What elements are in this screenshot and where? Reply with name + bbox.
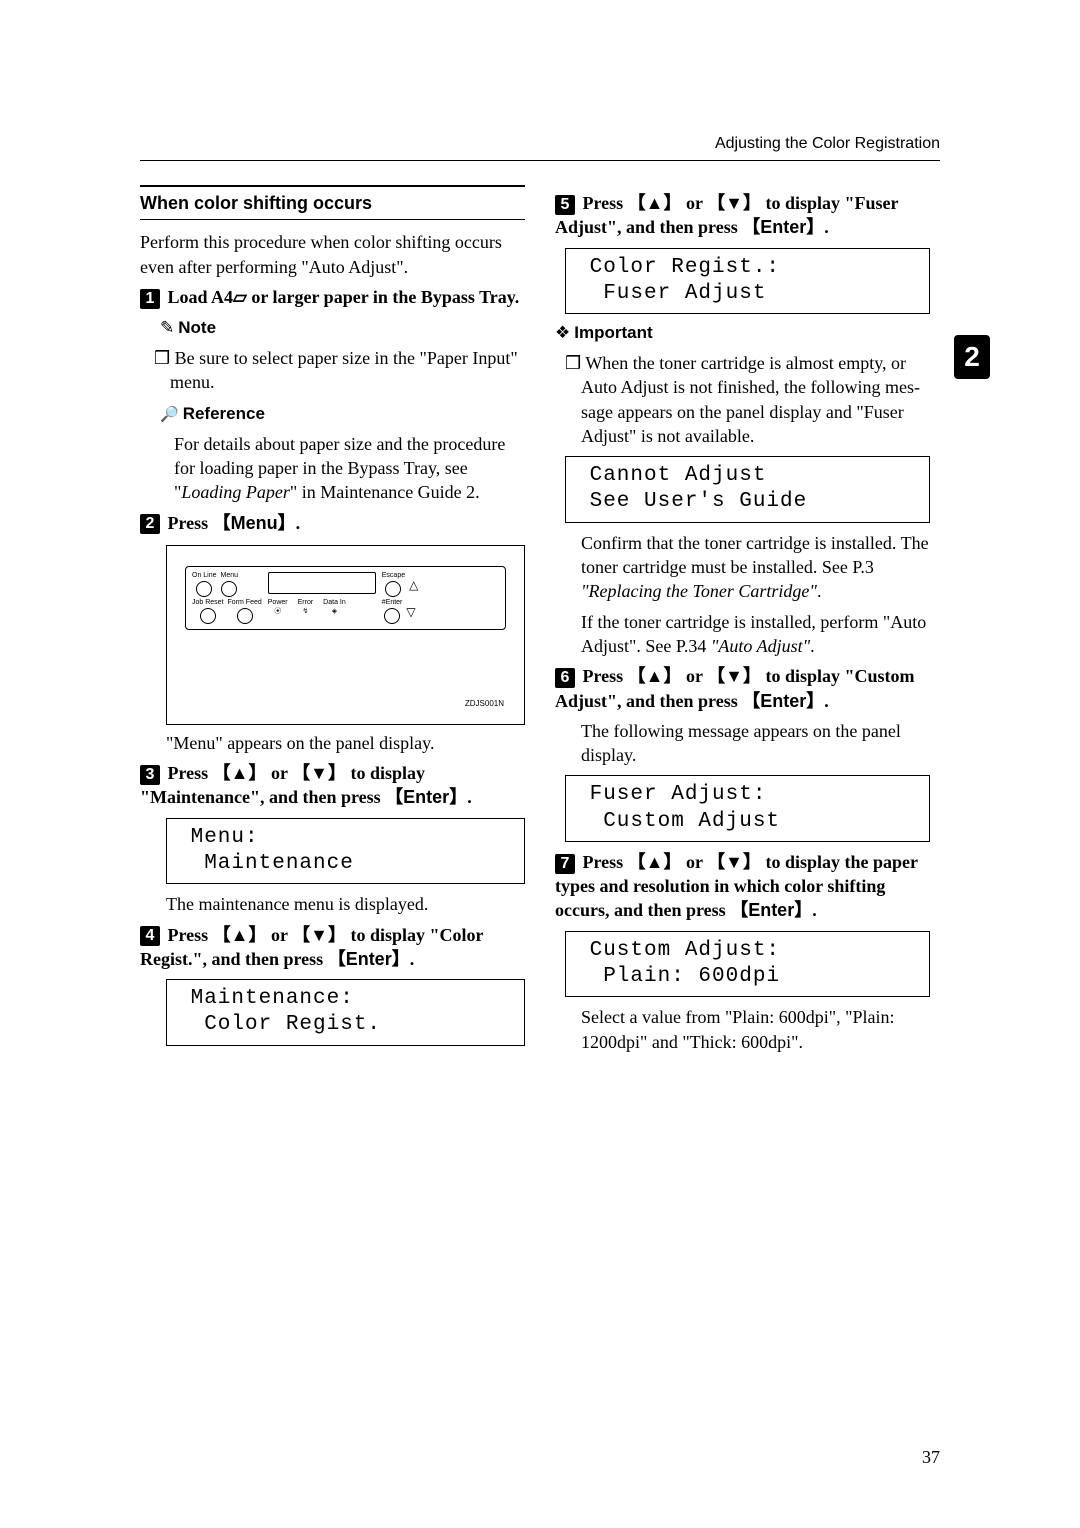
note-heading: Note [160, 317, 525, 340]
step-number-4: 4 [140, 926, 160, 946]
step3-text: Press 【▲】 or 【▼】 to display "Maintenance… [140, 763, 425, 807]
menu-button [221, 581, 237, 597]
right-column: 5 Press 【▲】 or 【▼】 to display "Fus­er Ad… [555, 185, 940, 1060]
panel-escape-label: Escape [382, 572, 405, 579]
step-number-7: 7 [555, 854, 575, 874]
step1-text-b: or larger paper in the Bypass Tray. [247, 287, 519, 307]
page-number: 37 [922, 1447, 940, 1468]
panel-enter-label: #Enter [382, 599, 403, 606]
step-number-2: 2 [140, 514, 160, 534]
step2-text: Press [168, 513, 213, 533]
confirm-a: Confirm that the toner cartridge is inst… [581, 533, 929, 577]
step4-text: Press 【▲】 or 【▼】 to display "Col­or Regi… [140, 925, 483, 969]
step1-text-a: Load A4 [168, 287, 234, 307]
panel-menu-label: Menu [221, 572, 239, 579]
printer-panel-figure: On Line Menu Job Reset Form Feed Power⦿ … [166, 545, 525, 725]
enter-key-7: Enter [748, 900, 794, 920]
panel-lcd-screen [268, 572, 376, 594]
subheading: When color shifting occurs [140, 185, 525, 220]
panel-formfeed-label: Form Feed [228, 599, 262, 606]
paper-orientation-icon: ▱ [233, 287, 247, 307]
step-number-3: 3 [140, 765, 160, 785]
step-3: 3 Press 【▲】 or 【▼】 to display "Maintenan… [140, 761, 525, 810]
ref-text-b: " in Maintenance Guide 2. [290, 482, 480, 502]
ref-text-italic: Loading Paper [181, 482, 290, 502]
left-column: When color shifting occurs Perform this … [140, 185, 525, 1060]
header-rule [140, 160, 940, 161]
online-button [196, 581, 212, 597]
after-step7-text: Select a value from "Plain: 600dpi", "Pl… [581, 1005, 940, 1054]
formfeed-button [237, 608, 253, 624]
after-panel-text: "Menu" appears on the panel dis­play. [166, 731, 525, 755]
enter-key-5: Enter [760, 217, 806, 237]
panel-error-label: Error [298, 598, 314, 607]
step4-suffix: . [410, 949, 415, 969]
up-arrow-icon: △ [409, 579, 418, 591]
confirm-b: . [817, 581, 822, 601]
reference-heading: Reference [160, 403, 525, 426]
after-step6-text: The following message appears on the pan… [581, 719, 940, 768]
note-bullet: Be sure to select paper size in the "Pap… [170, 346, 525, 395]
important-heading: Important [555, 322, 940, 345]
running-head: Adjusting the Color Registration [715, 135, 940, 153]
step-4: 4 Press 【▲】 or 【▼】 to display "Col­or Re… [140, 923, 525, 972]
after-step3-text: The maintenance menu is dis­played. [166, 892, 525, 916]
enter-button [384, 608, 400, 624]
lcd-display-fuser-adjust: Fuser Adjust: Custom Adjust [565, 775, 930, 842]
chapter-tab: 2 [954, 335, 990, 379]
lcd-display-custom-adjust: Custom Adjust: Plain: 600dpi [565, 931, 930, 998]
lcd-display-maintenance: Maintenance: Color Regist. [166, 979, 525, 1046]
confirm-text: Confirm that the toner cartridge is inst… [581, 531, 940, 604]
toner-italic: "Auto Adjust" [711, 636, 810, 656]
toner-text: If the toner cartridge is installed, per… [581, 610, 940, 659]
enter-key-6: En­ter [760, 691, 806, 711]
intro-paragraph: Perform this procedure when color shifti… [140, 230, 525, 279]
step6-suffix: . [824, 691, 829, 711]
step6-text: Press 【▲】 or 【▼】 to display "Cus­tom Adj… [555, 666, 914, 710]
step-2: 2 Press 【Menu】. [140, 511, 525, 535]
step7-suffix: . [812, 900, 817, 920]
panel-online-label: On Line [192, 572, 217, 579]
panel-power-label: Power [268, 598, 288, 607]
step-5: 5 Press 【▲】 or 【▼】 to display "Fus­er Ad… [555, 191, 940, 240]
step2-suffix: . [296, 513, 301, 533]
jobreset-button [200, 608, 216, 624]
panel-datain-label: Data In [323, 598, 346, 607]
escape-button [385, 581, 401, 597]
important-bullet: When the toner cartridge is al­most empt… [581, 351, 940, 448]
enter-key-4: Enter [346, 949, 392, 969]
lcd-display-menu: Menu: Maintenance [166, 818, 525, 885]
step5-suffix: . [824, 217, 829, 237]
panel-jobreset-label: Job Reset [192, 599, 224, 606]
enter-key-3: Enter [403, 787, 449, 807]
confirm-italic: "Replacing the Toner Cartridge" [581, 581, 817, 601]
step3-suffix: . [467, 787, 472, 807]
down-arrow-icon: ▽ [406, 606, 415, 618]
step-number-5: 5 [555, 195, 575, 215]
step-number-1: 1 [140, 289, 160, 309]
toner-b: . [810, 636, 815, 656]
lcd-display-color-regist: Color Regist.: Fuser Adjust [565, 248, 930, 315]
lcd-display-cannot-adjust: Cannot Adjust See User's Guide [565, 456, 930, 523]
step-number-6: 6 [555, 668, 575, 688]
menu-key: Menu [231, 513, 278, 533]
step-6: 6 Press 【▲】 or 【▼】 to display "Cus­tom A… [555, 664, 940, 713]
reference-body: For details about paper size and the pro… [174, 432, 525, 505]
figure-id: ZDJS001N [465, 699, 504, 710]
step-1: 1 Load A4▱ or larger paper in the Bypass… [140, 285, 525, 309]
step5-text: Press 【▲】 or 【▼】 to display "Fus­er Adju… [555, 193, 898, 237]
step-7: 7 Press 【▲】 or 【▼】 to display the paper … [555, 850, 940, 923]
